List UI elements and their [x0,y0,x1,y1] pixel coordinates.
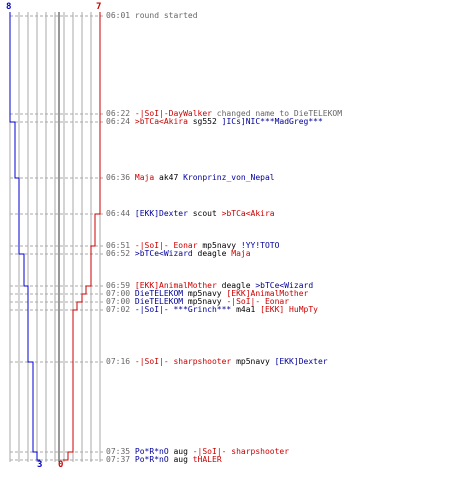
log-text: Maja [231,249,251,258]
log-time: 06:52 [106,249,131,258]
log-entry: 07:02 -|SoI|- ***Grinch*** m4a1 [EKK] Hu… [106,306,318,314]
log-time: 06:24 [106,117,131,126]
log-time: 07:35 [106,447,131,456]
log-text: [EKK]Dexter [274,357,328,366]
log-time: 07:16 [106,357,131,366]
log-text: deagle [216,281,256,290]
log-text: DieTELEKOM [293,109,343,118]
log-text: -|SoI|- Eonar [226,297,290,306]
log-text: -|SoI|- Eonar [134,241,198,250]
log-time: 06:59 [106,281,131,290]
log-time: 07:00 [106,289,131,298]
log-text: -|SoI|- sharpshooter [192,447,290,456]
log-text: scout [187,209,222,218]
log-text: Po*R*nO [134,455,169,464]
log-time: 06:36 [106,173,131,182]
log-entry: 06:59 [EKK]AnimalMother deagle >bTCe<Wiz… [106,282,313,290]
log-text: mp5navy [197,241,241,250]
log-text: tHALER [192,455,222,464]
log-text: [EKK] HuMpTy [260,305,318,314]
log-entry: 07:35 Po*R*nO aug -|SoI|- sharpshooter [106,448,289,456]
log-text: aug [168,455,193,464]
log-text: m4a1 [231,305,261,314]
log-text: >bTCe<Wizard [255,281,314,290]
log-entry: 07:00 DieTELEKOM mp5navy -|SoI|- Eonar [106,298,289,306]
blue-team-line [9,12,40,461]
log-text: [EKK]AnimalMother [134,281,217,290]
log-time: 06:01 [106,11,131,20]
blue-end-count: 3 [37,460,43,470]
log-text: ]ICs]NIC***MadGreg*** [221,117,323,126]
log-time: 06:44 [106,209,131,218]
log-entry: 06:52 >bTCe<Wizard deagle Maja [106,250,251,258]
log-entry: 06:51 -|SoI|- Eonar mp5navy !YY!TOTO [106,242,279,250]
log-time: 06:22 [106,109,131,118]
log-time: 07:37 [106,455,131,464]
log-entry: 06:24 >bTCa<Akira sg552 ]ICs]NIC***MadGr… [106,118,323,126]
log-text: deagle [192,249,232,258]
log-entry: 06:44 [EKK]Dexter scout >bTCa<Akira [106,210,275,218]
blue-start-count: 8 [6,2,12,12]
log-entry: 06:01 round started [106,12,198,20]
red-start-count: 7 [96,2,102,12]
log-text: sg552 [187,117,222,126]
log-text: mp5navy [183,289,227,298]
log-text: [EKK]AnimalMother [226,289,309,298]
log-text: aug [168,447,193,456]
log-time: 07:00 [106,297,131,306]
log-entry: 07:16 -|SoI|- sharpshooter mp5navy [EKK]… [106,358,328,366]
log-text: !YY!TOTO [240,241,280,250]
log-text: -|SoI|-DayWalker [134,109,212,118]
log-text: DieTELEKOM [134,297,184,306]
log-text: [EKK]Dexter [134,209,188,218]
log-text: >bTCa<Akira [134,117,188,126]
log-text: >bTCa<Akira [221,209,275,218]
log-text: DieTELEKOM [134,289,184,298]
log-text: Kronprinz_von_Nepal [183,173,275,182]
log-text: mp5navy [183,297,227,306]
log-text: Po*R*nO [134,447,169,456]
log-entry: 06:36 Maja ak47 Kronprinz_von_Nepal [106,174,275,182]
log-text: -|SoI|- sharpshooter [134,357,232,366]
log-time: 07:02 [106,305,131,314]
red-end-count: 0 [58,460,64,470]
log-text: Maja [134,173,155,182]
log-text: round started [134,11,198,20]
log-text: mp5navy [231,357,275,366]
log-text: changed name to [211,109,294,118]
red-team-line [63,12,101,461]
log-text: -|SoI|- ***Grinch*** [134,305,232,314]
log-time: 06:51 [106,241,131,250]
log-text: ak47 [154,173,184,182]
log-text: >bTCe<Wizard [134,249,193,258]
log-entry: 07:00 DieTELEKOM mp5navy [EKK]AnimalMoth… [106,290,308,298]
log-entry: 06:22 -|SoI|-DayWalker changed name to D… [106,110,342,118]
log-entry: 07:37 Po*R*nO aug tHALER [106,456,222,464]
